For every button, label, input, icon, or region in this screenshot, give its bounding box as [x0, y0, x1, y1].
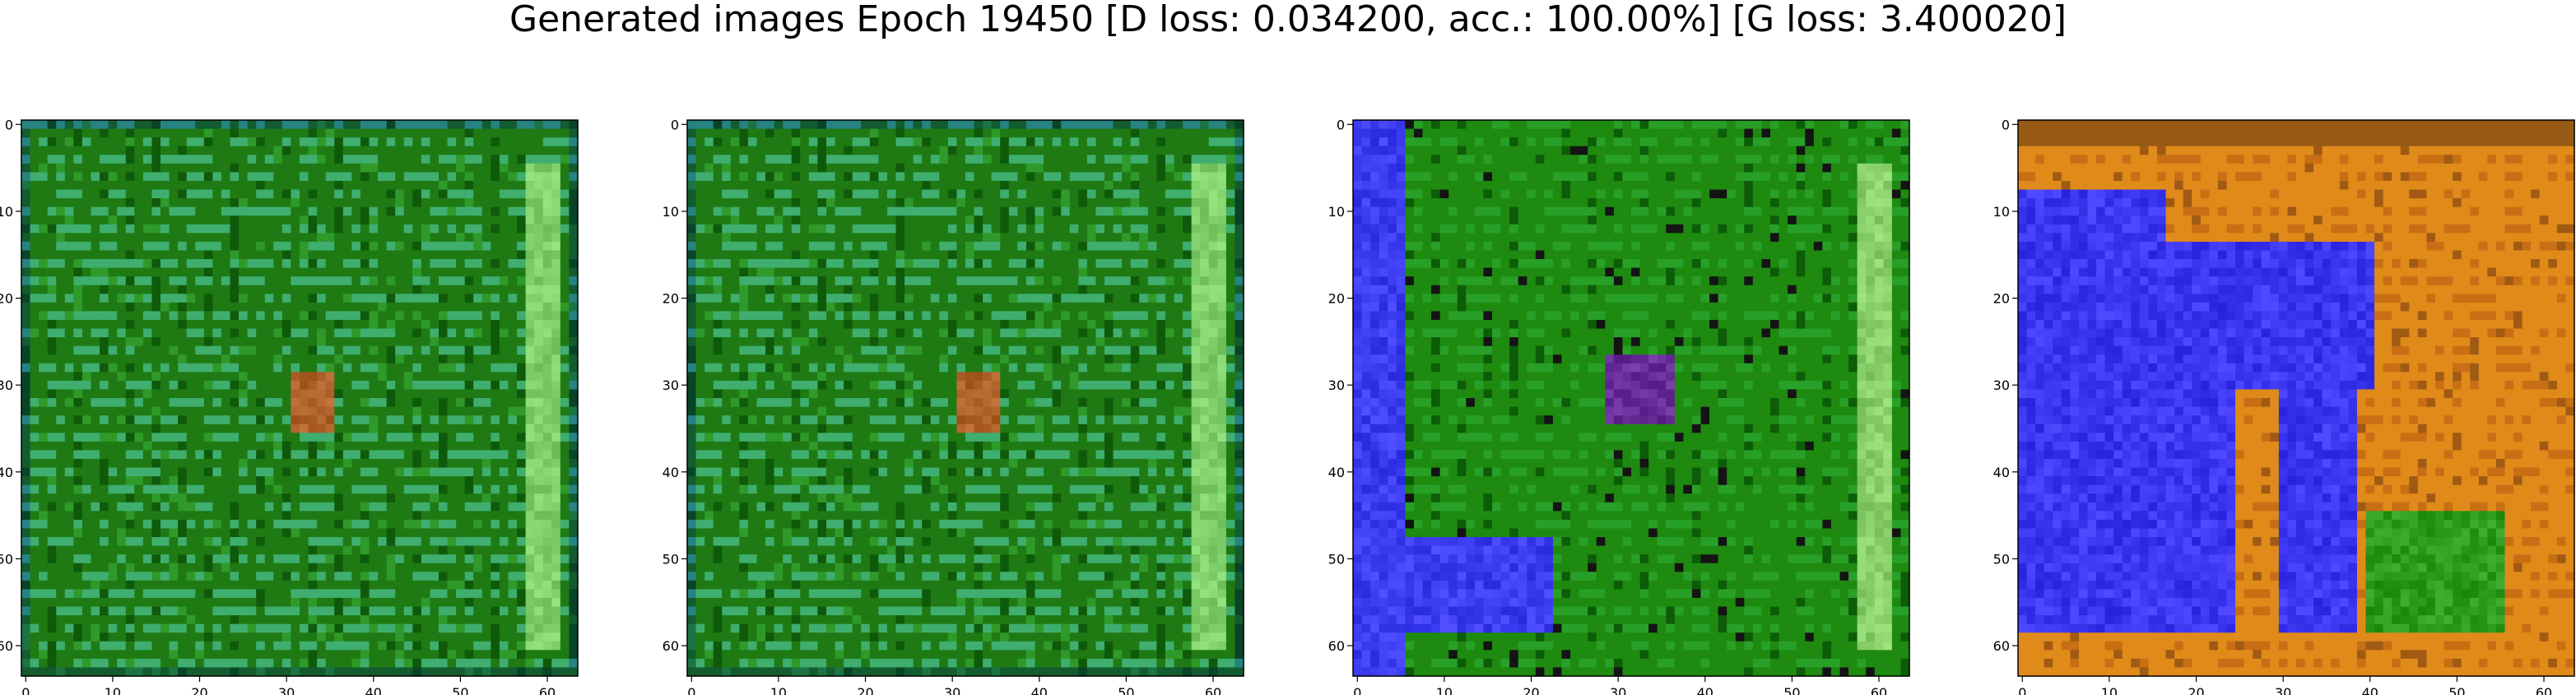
- y-tick-label: 40: [1993, 465, 2010, 480]
- y-tick-label: 50: [0, 551, 13, 567]
- x-tick-label: 40: [365, 685, 382, 695]
- y-tick-label: 30: [663, 378, 679, 393]
- x-tick-label: 50: [2448, 685, 2465, 695]
- x-tick-label: 30: [278, 685, 295, 695]
- x-tick-label: 60: [2536, 685, 2552, 695]
- x-tick-label: 30: [1610, 685, 1626, 695]
- x-tick-label: 10: [770, 685, 787, 695]
- x-tick-label: 50: [452, 685, 468, 695]
- x-tick-label: 60: [1871, 685, 1887, 695]
- y-tick-label: 40: [0, 465, 13, 480]
- x-tick-label: 0: [1353, 685, 1361, 695]
- x-tick-label: 0: [21, 685, 30, 695]
- generated-image-3: [1353, 120, 1910, 677]
- y-tick-label: 10: [1328, 204, 1345, 220]
- x-tick-label: 30: [944, 685, 960, 695]
- y-tick-label: 50: [1328, 551, 1345, 567]
- y-tick-label: 20: [663, 291, 679, 307]
- y-tick-label: 30: [0, 378, 13, 393]
- y-tick-label: 60: [0, 638, 13, 654]
- x-tick-label: 60: [539, 685, 556, 695]
- x-tick-label: 10: [105, 685, 121, 695]
- x-tick-label: 0: [2018, 685, 2026, 695]
- image-panel-4: 0 10 20 30 40 50 60 0 10 20 30 40 50 60: [1993, 117, 2575, 695]
- x-tick-label: 60: [1205, 685, 1221, 695]
- y-tick-label: 20: [1993, 291, 2010, 307]
- x-tick-label: 40: [2362, 685, 2378, 695]
- x-tick-label: 30: [2275, 685, 2291, 695]
- y-tick-label: 0: [5, 117, 13, 132]
- image-panel-3: 0 10 20 30 40 50 60 0 10 20 30 40 50 60: [1328, 117, 1910, 695]
- x-tick-label: 10: [2101, 685, 2118, 695]
- image-panel-2: 0 10 20 30 40 50 60 0 10 20 30 40 50 60: [663, 117, 1244, 695]
- generated-image-2: [687, 120, 1244, 677]
- y-tick-label: 0: [2002, 117, 2010, 132]
- x-tick-label: 40: [1031, 685, 1048, 695]
- x-tick-label: 20: [1523, 685, 1539, 695]
- y-tick-label: 20: [1328, 291, 1345, 307]
- y-tick-label: 0: [1337, 117, 1345, 132]
- x-tick-label: 20: [857, 685, 873, 695]
- x-tick-label: 50: [1118, 685, 1134, 695]
- y-tick-label: 10: [1993, 204, 2010, 220]
- y-tick-label: 30: [1993, 378, 2010, 393]
- y-tick-label: 40: [1328, 465, 1345, 480]
- x-tick-label: 50: [1783, 685, 1800, 695]
- x-tick-label: 20: [2188, 685, 2204, 695]
- y-tick-label: 60: [1328, 638, 1345, 654]
- x-tick-label: 10: [1436, 685, 1453, 695]
- y-tick-label: 50: [663, 551, 679, 567]
- y-tick-label: 50: [1993, 551, 2010, 567]
- y-tick-label: 0: [671, 117, 679, 132]
- x-tick-label: 40: [1697, 685, 1713, 695]
- generated-image-4: [2018, 120, 2575, 677]
- x-tick-label: 0: [687, 685, 695, 695]
- x-tick-label: 20: [191, 685, 207, 695]
- image-panel-1: 0 10 20 30 40 50 60 0 10 20 30 40 50 60: [0, 117, 579, 695]
- y-tick-label: 10: [663, 204, 679, 220]
- y-tick-label: 40: [663, 465, 679, 480]
- y-tick-label: 60: [663, 638, 679, 654]
- y-tick-label: 10: [0, 204, 13, 220]
- generated-image-1: [21, 120, 579, 677]
- y-tick-label: 60: [1993, 638, 2010, 654]
- y-tick-label: 30: [1328, 378, 1345, 393]
- y-tick-label: 20: [0, 291, 13, 307]
